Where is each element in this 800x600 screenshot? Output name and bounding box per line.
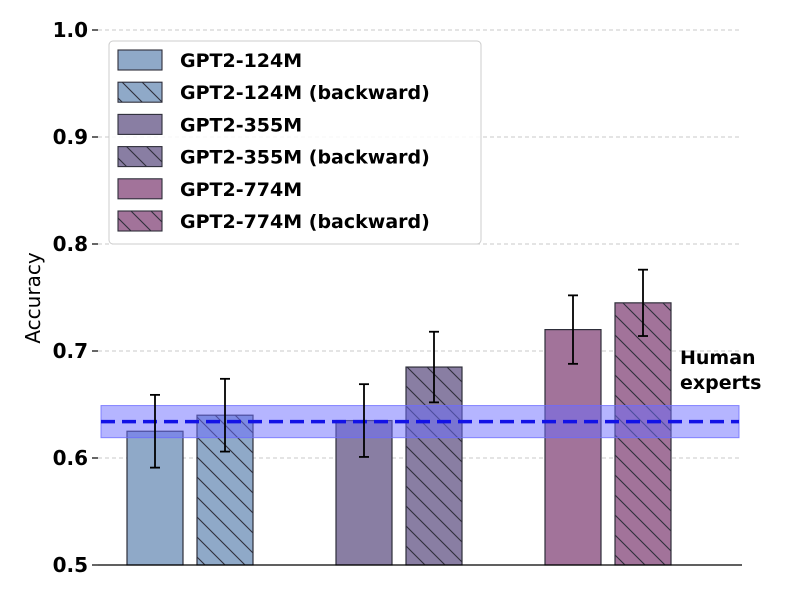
y-tick-label: 1.0 [53, 18, 88, 42]
y-axis-label: Accuracy [21, 252, 45, 343]
legend-swatch [117, 113, 163, 135]
legend-swatch-hatch [118, 211, 162, 231]
bar [544, 329, 602, 566]
legend-swatch [117, 49, 163, 71]
error-bars [150, 268, 648, 469]
y-tick-label: 0.6 [53, 446, 88, 470]
legend-swatch-hatch [118, 82, 162, 103]
legend-label: GPT2-355M (backward) [180, 147, 430, 169]
legend-swatch-hatch [118, 146, 162, 167]
y-tick-label: 0.9 [53, 125, 88, 149]
legend: GPT2-124M GPT2-124M (backward) GPT2-355M GP… [108, 40, 482, 245]
y-tick-label: 0.7 [53, 339, 88, 363]
legend-label: GPT2-355M [180, 114, 302, 136]
legend-swatch [117, 178, 163, 200]
legend-label: GPT2-774M [180, 179, 302, 201]
human-experts-label-line1: Human [680, 347, 756, 369]
y-tick-label: 0.8 [53, 232, 88, 256]
legend-label: GPT2-124M [180, 50, 302, 72]
y-axis: Accuracy 0.5 0.6 0.7 0.8 0.9 1.0 [21, 18, 742, 577]
human-experts-reference [100, 405, 740, 439]
legend-frame [108, 40, 482, 245]
legend-label: GPT2-124M (backward) [180, 82, 430, 104]
human-experts-annotation: Human experts [680, 347, 761, 394]
human-experts-label-line2: experts [680, 372, 761, 394]
y-tick-label: 0.5 [53, 553, 88, 577]
legend-label: GPT2-774M (backward) [180, 211, 430, 233]
